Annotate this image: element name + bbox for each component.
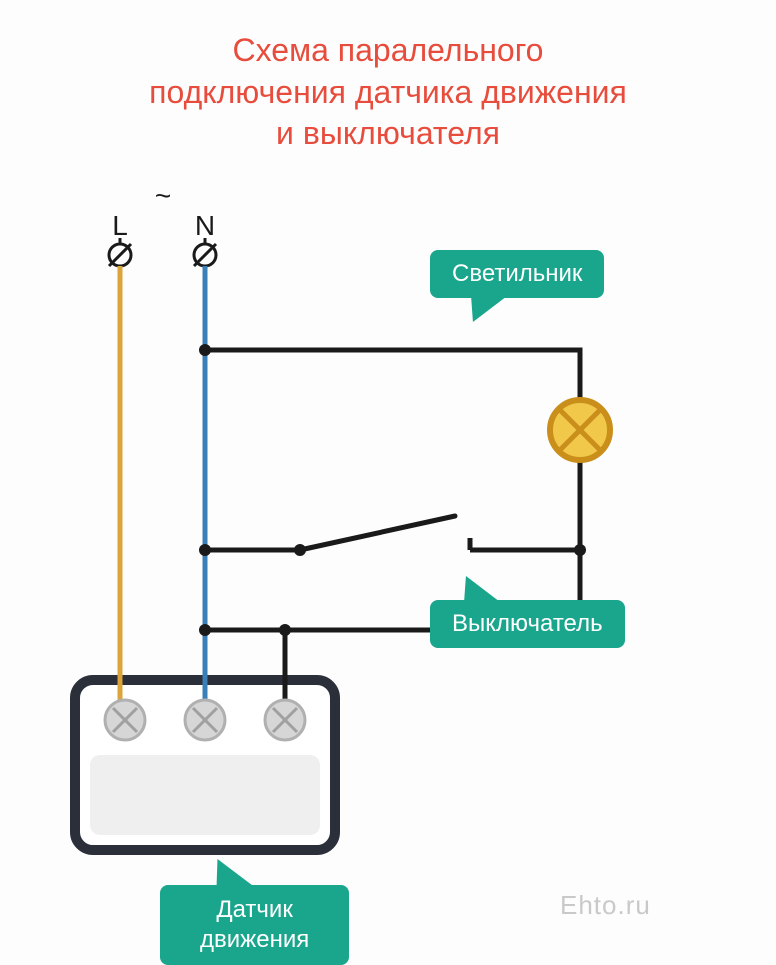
junction (199, 344, 211, 356)
title-line: и выключателя (276, 115, 500, 151)
terminal-L-symbol (109, 238, 131, 266)
terminal-L-label: L (112, 210, 128, 241)
diagram-page: Схема паралельного подключения датчика д… (0, 0, 776, 946)
watermark: Ehto.ru (560, 890, 651, 921)
junction (279, 624, 291, 636)
circuit-svg: ~ L N (0, 180, 776, 950)
wire-to-lamp-top (205, 350, 580, 400)
sensor-terminal-1 (105, 700, 145, 740)
sensor-terminal-3 (265, 700, 305, 740)
diagram-title: Схема паралельного подключения датчика д… (38, 30, 738, 155)
junction (199, 544, 211, 556)
ac-symbol: ~ (155, 180, 171, 211)
sensor-inner (90, 755, 320, 835)
title-line: Схема паралельного (233, 32, 544, 68)
junction (199, 624, 211, 636)
title-line: подключения датчика движения (149, 74, 627, 110)
label-switch-text: Выключатель (452, 610, 603, 637)
lamp-symbol (550, 400, 610, 460)
junction (574, 544, 586, 556)
sensor-terminal-2 (185, 700, 225, 740)
terminal-N-label: N (195, 210, 215, 241)
label-lamp: Светильник (430, 250, 604, 298)
switch-hinge (294, 544, 306, 556)
label-switch: Выключатель (430, 600, 625, 648)
label-lamp-text: Светильник (452, 260, 582, 287)
label-sensor: Датчикдвижения (160, 885, 349, 965)
label-sensor-text: Датчикдвижения (200, 896, 309, 953)
switch-arm (300, 516, 455, 550)
terminal-N-symbol (194, 238, 216, 266)
